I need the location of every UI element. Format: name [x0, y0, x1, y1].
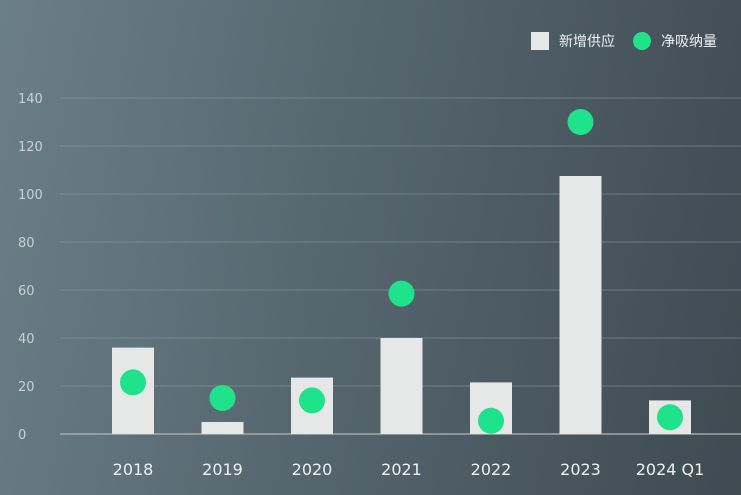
y-tick-label: 0	[18, 428, 26, 443]
scatter-point	[120, 369, 146, 396]
x-tick-label: 2024 Q1	[636, 460, 705, 479]
y-tick-label: 40	[18, 332, 35, 347]
legend-label-absorption: 净吸纳量	[661, 34, 717, 50]
y-tick-label: 140	[18, 92, 43, 107]
scatter-point	[478, 407, 504, 434]
scatter-point	[657, 404, 683, 431]
legend-item-absorption: 净吸纳量	[633, 31, 717, 51]
y-tick-label: 100	[18, 188, 43, 203]
legend-label-supply: 新增供应	[559, 34, 615, 50]
x-tick-label: 2020	[292, 460, 333, 479]
legend-swatch-dot	[633, 32, 651, 50]
y-tick-label: 120	[18, 140, 43, 155]
x-tick-label: 2019	[202, 460, 243, 479]
legend-item-supply: 新增供应	[531, 31, 615, 51]
scatter-point	[299, 387, 325, 414]
legend-swatch-bar	[531, 32, 549, 50]
scatter-point	[567, 109, 594, 135]
x-tick-label: 2021	[381, 460, 422, 479]
x-tick-label: 2022	[471, 460, 512, 479]
bar	[559, 176, 602, 434]
scatter-point	[388, 280, 415, 307]
x-tick-label: 2023	[560, 460, 601, 479]
bar	[380, 338, 423, 434]
y-tick-label: 80	[18, 236, 35, 251]
legend: 新增供应 净吸纳量	[521, 31, 717, 51]
y-tick-label: 60	[18, 284, 35, 299]
x-tick-label: 2018	[113, 460, 154, 479]
bar	[201, 422, 244, 434]
scatter-point	[209, 385, 236, 411]
y-tick-label: 20	[18, 380, 35, 395]
